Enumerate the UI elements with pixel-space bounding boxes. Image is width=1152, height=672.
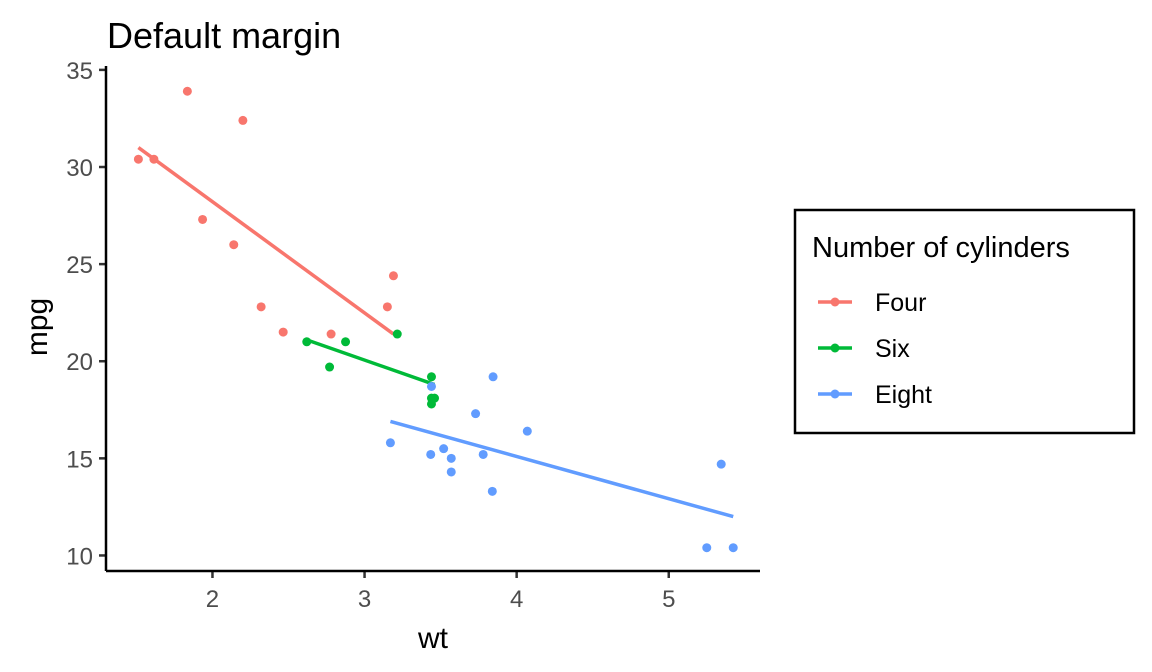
legend-key-point-eight — [830, 389, 840, 399]
point-four — [229, 240, 239, 250]
point-eight — [728, 543, 738, 553]
point-four — [278, 327, 288, 337]
point-four — [388, 271, 398, 281]
point-six — [426, 372, 436, 382]
x-tick-label: 2 — [206, 586, 219, 613]
legend-label-six: Six — [875, 335, 910, 363]
legend-key-point-four — [830, 297, 840, 307]
plot-area — [133, 86, 738, 553]
x-axis-title: wt — [417, 622, 449, 655]
x-tick-label: 5 — [662, 586, 675, 613]
point-four — [256, 302, 266, 312]
x-tick-label: 3 — [358, 586, 371, 613]
chart-title: Default margin — [107, 15, 341, 56]
point-four — [133, 154, 143, 164]
legend-items: Four Six Eight — [818, 289, 932, 409]
point-eight — [446, 467, 456, 477]
point-six — [325, 362, 335, 372]
legend-key-point-six — [830, 343, 840, 353]
legend: Number of cylinders Four Six Eight — [793, 208, 1136, 435]
legend-title: Number of cylinders — [812, 232, 1070, 264]
point-eight — [716, 459, 726, 469]
point-four — [198, 214, 208, 224]
point-eight — [522, 426, 532, 436]
point-eight — [439, 444, 449, 454]
point-eight — [471, 409, 481, 419]
y-tick-label: 30 — [66, 155, 93, 182]
point-eight — [478, 449, 488, 459]
point-six — [392, 329, 402, 339]
point-four — [182, 86, 192, 96]
point-six — [341, 337, 351, 347]
fit-line-four — [137, 146, 395, 336]
point-four — [326, 329, 336, 339]
x-tick-label: 4 — [510, 586, 523, 613]
point-four — [238, 115, 248, 125]
y-tick-label: 10 — [66, 543, 93, 570]
y-tick-label: 20 — [66, 349, 93, 376]
point-eight — [446, 453, 456, 463]
axis-ticks: 10 15 20 25 30 35 2 3 4 5 — [66, 58, 675, 613]
point-six — [426, 399, 436, 409]
point-eight — [385, 438, 395, 448]
legend-box — [793, 208, 1136, 435]
fit-line-six — [306, 338, 436, 387]
point-eight — [426, 381, 436, 391]
legend-label-four: Four — [875, 289, 926, 317]
y-tick-label: 25 — [66, 252, 93, 279]
point-eight — [426, 449, 436, 459]
point-four — [382, 302, 392, 312]
y-tick-label: 15 — [66, 446, 93, 473]
point-eight — [702, 543, 712, 553]
y-tick-label: 35 — [66, 58, 93, 85]
point-eight — [488, 372, 498, 382]
point-eight — [487, 486, 497, 496]
y-axis-title: mpg — [21, 298, 54, 356]
legend-label-eight: Eight — [875, 381, 932, 409]
fit-line-eight — [389, 419, 734, 519]
